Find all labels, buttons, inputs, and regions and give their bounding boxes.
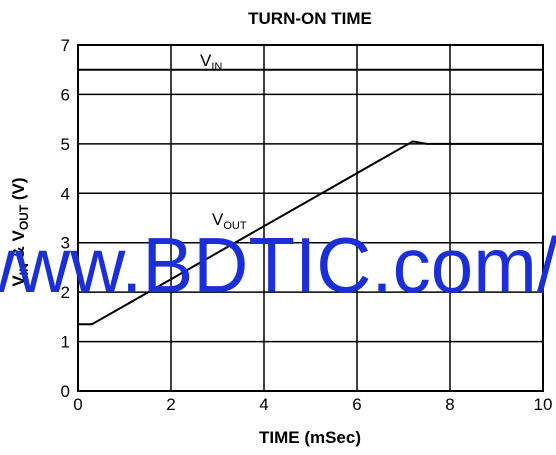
y-tick-label: 5 <box>61 135 70 154</box>
y-tick-label: 4 <box>61 184 70 203</box>
x-tick-label: 8 <box>445 395 454 414</box>
y-tick-label: 7 <box>61 36 70 55</box>
watermark: www.BDTIC.com/ <box>0 221 556 309</box>
series-label: VIN <box>200 51 222 73</box>
series-label: VOUT <box>212 210 247 232</box>
y-tick-label: 6 <box>61 85 70 104</box>
x-tick-label: 2 <box>166 395 175 414</box>
y-axis-label: VIN & VOUT (V) <box>9 177 31 286</box>
chart-title: TURN-ON TIME <box>248 9 372 28</box>
x-tick-label: 6 <box>352 395 361 414</box>
y-tick-label: 3 <box>61 234 70 253</box>
plot-frame <box>77 44 544 392</box>
x-tick-label: 10 <box>534 395 553 414</box>
y-tick-label: 2 <box>61 283 70 302</box>
data-line <box>78 140 543 326</box>
x-axis-label: TIME (mSec) <box>259 428 361 447</box>
x-tick-label: 0 <box>73 395 82 414</box>
y-tick-label: 1 <box>61 333 70 352</box>
y-tick-label: 0 <box>61 382 70 401</box>
x-tick-label: 4 <box>259 395 268 414</box>
